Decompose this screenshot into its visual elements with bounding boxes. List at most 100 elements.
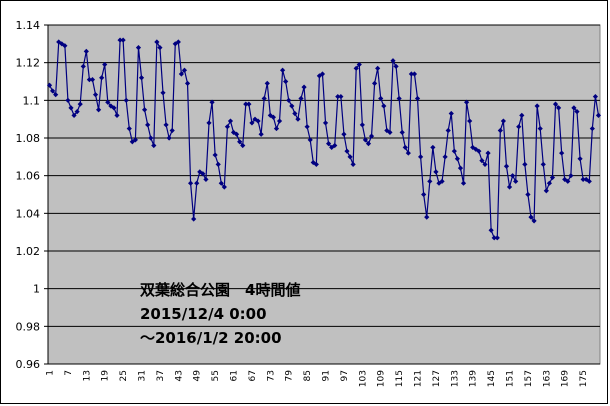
data-point	[301, 84, 307, 90]
data-point	[255, 118, 261, 124]
data-point	[580, 176, 586, 183]
data-point	[83, 48, 89, 54]
data-point	[344, 148, 350, 154]
data-point	[467, 118, 473, 124]
x-tick-label: 91	[322, 370, 332, 381]
data-point	[571, 105, 577, 111]
data-point	[65, 97, 71, 103]
series-line	[49, 39, 600, 239]
data-point	[142, 107, 148, 113]
data-point	[80, 63, 86, 70]
data-point	[362, 137, 368, 143]
data-point	[482, 161, 488, 167]
data-point	[286, 97, 292, 103]
data-point	[298, 95, 304, 102]
data-point	[589, 125, 595, 132]
data-point	[586, 178, 592, 184]
data-point	[338, 93, 344, 100]
data-point	[270, 114, 276, 120]
data-point	[194, 180, 200, 186]
x-tick-label: 55	[211, 370, 221, 381]
x-tick-label: 127	[432, 370, 442, 387]
data-point	[390, 58, 396, 64]
data-point	[439, 178, 445, 184]
data-point	[157, 45, 163, 51]
data-point	[289, 103, 295, 109]
data-point	[74, 109, 80, 115]
data-point	[497, 127, 503, 134]
data-point	[96, 107, 102, 113]
x-tick-label: 13	[82, 370, 92, 381]
data-point	[276, 118, 283, 124]
data-point	[175, 39, 181, 45]
x-tick-label: 1	[46, 370, 56, 376]
data-point	[243, 101, 249, 107]
data-point	[71, 112, 77, 118]
data-point	[476, 148, 482, 154]
data-point	[280, 67, 286, 73]
x-tick-label: 25	[119, 370, 129, 381]
data-point	[105, 99, 111, 105]
data-point	[522, 161, 528, 167]
data-point	[316, 73, 322, 79]
data-point	[506, 184, 513, 190]
data-point	[188, 180, 194, 186]
data-point	[114, 112, 120, 118]
data-point	[430, 144, 436, 151]
y-tick-label: 1.06	[16, 170, 41, 183]
data-point	[427, 178, 433, 184]
x-tick-label: 139	[469, 370, 479, 387]
data-point	[240, 142, 246, 149]
data-point	[221, 184, 227, 190]
data-point	[568, 173, 574, 179]
data-point	[424, 214, 430, 220]
data-point	[464, 99, 470, 105]
data-point	[546, 180, 552, 186]
data-point	[356, 61, 362, 68]
data-point	[494, 235, 500, 241]
data-point	[534, 103, 540, 109]
x-tick-label: 103	[358, 370, 368, 387]
data-point	[68, 105, 74, 111]
data-point	[457, 165, 464, 171]
data-point	[117, 37, 123, 43]
data-point	[135, 45, 142, 51]
data-point	[510, 173, 516, 179]
x-tick-label: 37	[156, 370, 166, 381]
data-point	[531, 218, 537, 224]
data-point	[46, 82, 53, 88]
data-point	[145, 122, 151, 128]
data-point	[411, 71, 418, 77]
data-point	[307, 137, 313, 143]
data-point	[126, 125, 132, 132]
data-point	[393, 63, 399, 70]
data-point	[62, 43, 68, 49]
x-tick-label: 85	[303, 370, 313, 381]
data-point	[332, 142, 338, 149]
data-point	[448, 110, 454, 117]
data-point	[224, 124, 230, 130]
data-point	[108, 103, 114, 109]
data-point	[209, 99, 215, 105]
x-tick-label: 7	[64, 370, 74, 376]
data-point	[375, 65, 381, 71]
data-point	[372, 80, 378, 86]
annotation: ～2016/1/2 20:00	[140, 329, 282, 347]
data-point	[421, 191, 427, 198]
data-point	[368, 133, 375, 139]
x-tick-label: 73	[266, 370, 276, 381]
x-tick-label: 175	[579, 370, 589, 387]
data-point	[513, 178, 519, 184]
y-tick-label: 1	[33, 283, 40, 296]
data-point	[559, 150, 565, 156]
data-point	[53, 92, 59, 98]
data-point	[148, 135, 154, 141]
data-point	[402, 144, 408, 151]
data-point	[123, 97, 129, 103]
annotation: 2015/12/4 0:00	[140, 305, 267, 323]
x-tick-label: 151	[506, 370, 516, 387]
x-tick-label: 31	[138, 370, 148, 381]
data-point	[99, 75, 105, 81]
y-tick-label: 0.96	[16, 358, 41, 371]
